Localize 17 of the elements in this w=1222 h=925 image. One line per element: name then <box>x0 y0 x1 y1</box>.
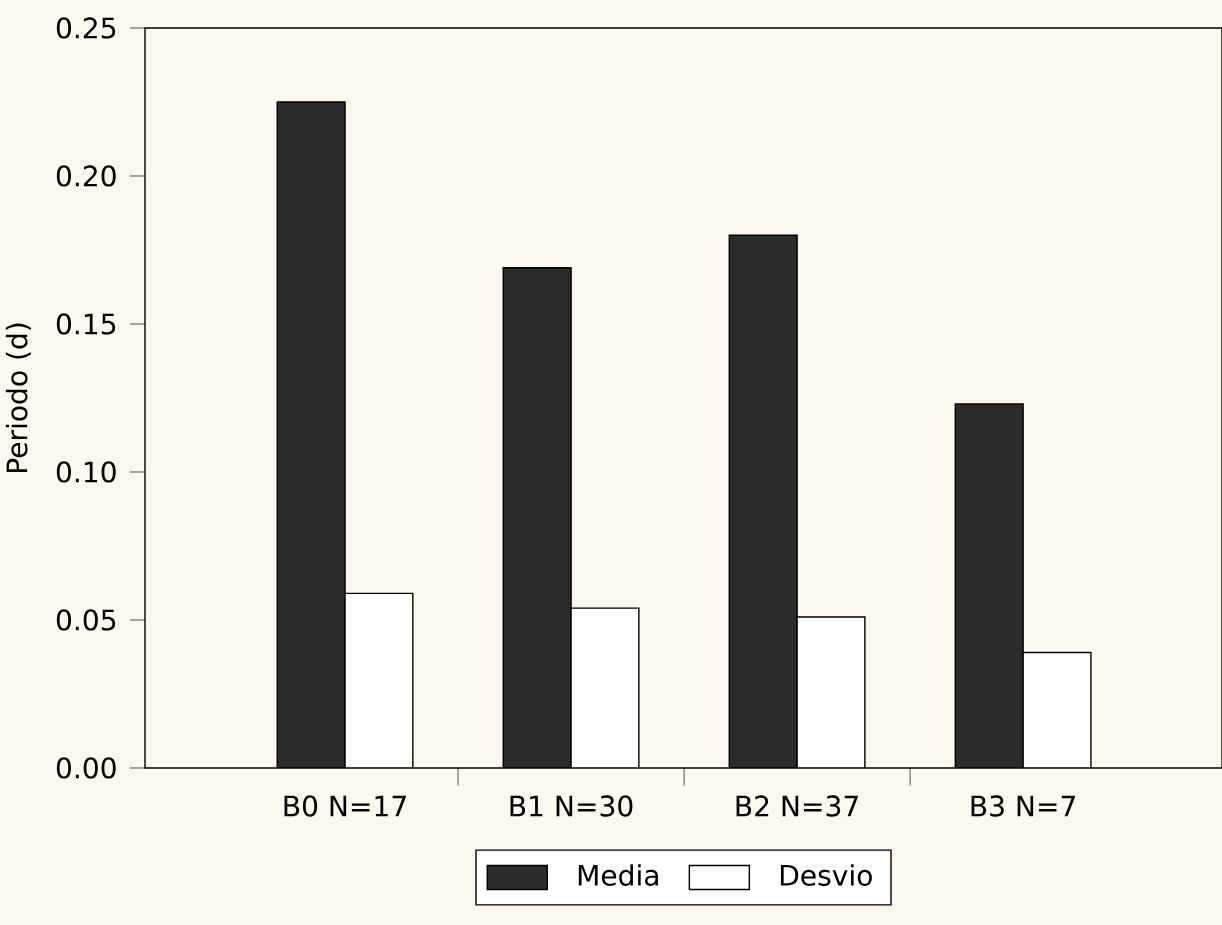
y-tick-label: 0.00 <box>56 757 116 779</box>
y-tick-label: 0.05 <box>56 609 116 631</box>
x-tick-label: B3 N=7 <box>971 795 1075 817</box>
bar <box>796 616 866 768</box>
y-tick-label: 0.15 <box>56 313 116 335</box>
bar <box>570 607 640 768</box>
bar <box>344 592 414 768</box>
legend-label: Media <box>578 864 658 886</box>
x-tick-label: B2 N=37 <box>736 795 858 817</box>
x-tick-label: B1 N=30 <box>510 795 633 817</box>
y-tick-label: 0.20 <box>56 165 116 187</box>
x-tick-label: B0 N=17 <box>284 795 406 817</box>
y-axis-title: Periodo (d) <box>5 323 31 473</box>
bar <box>1022 651 1092 768</box>
y-tick-label: 0.10 <box>56 461 116 483</box>
y-tick-label: 0.25 <box>56 17 116 39</box>
legend-label: Desvio <box>780 864 872 886</box>
